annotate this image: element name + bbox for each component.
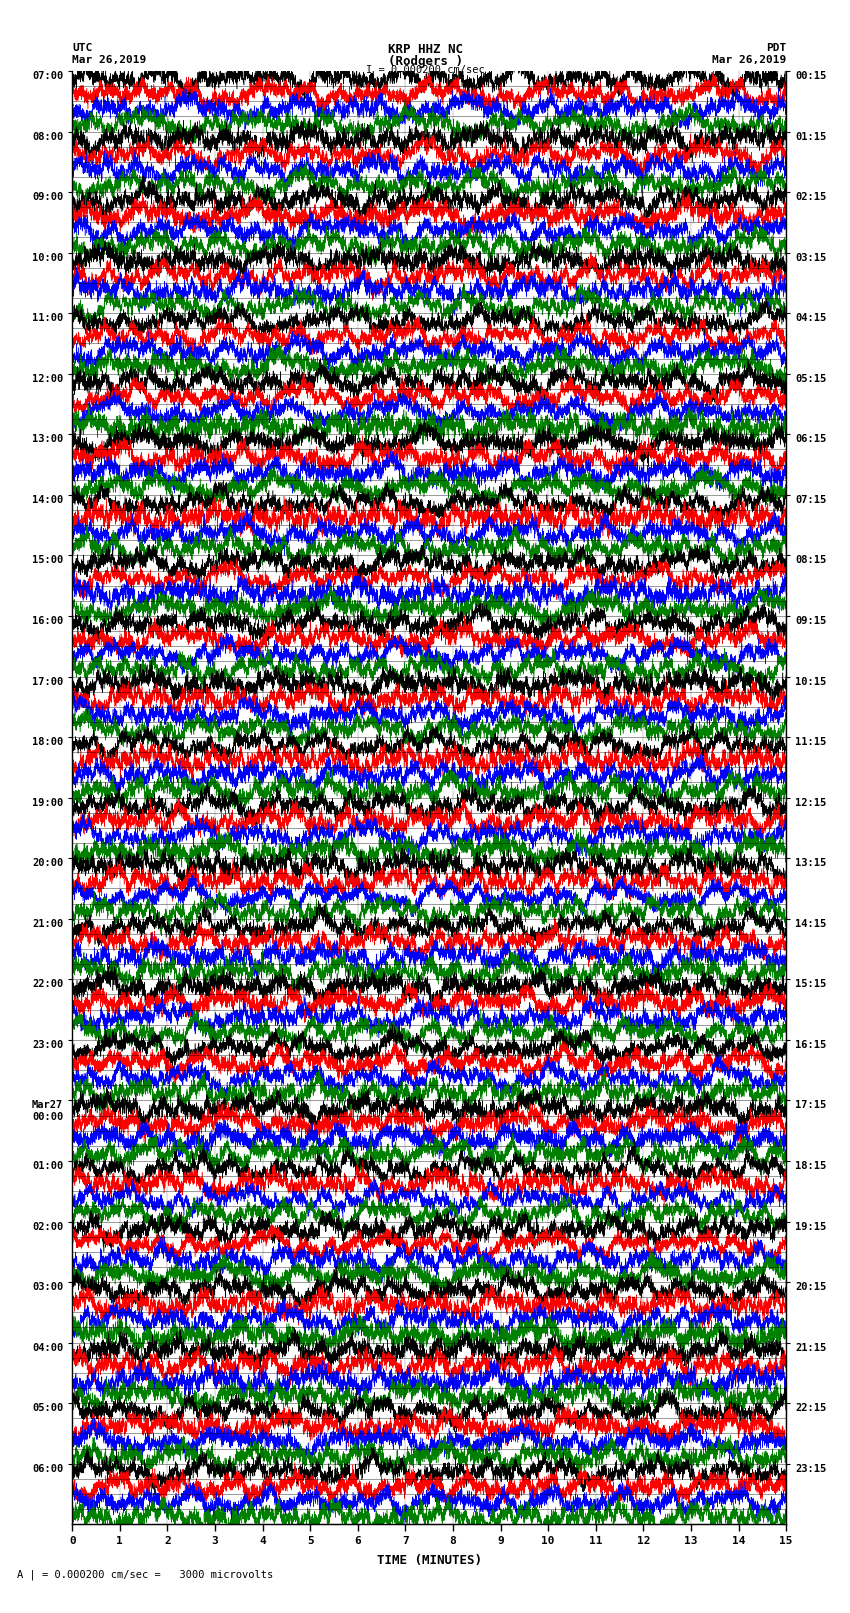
Text: Mar 26,2019: Mar 26,2019 <box>72 55 146 65</box>
Text: UTC: UTC <box>72 44 93 53</box>
X-axis label: TIME (MINUTES): TIME (MINUTES) <box>377 1555 482 1568</box>
Text: (Rodgers ): (Rodgers ) <box>388 55 462 68</box>
Text: Mar 26,2019: Mar 26,2019 <box>712 55 786 65</box>
Text: PDT: PDT <box>766 44 786 53</box>
Text: A | = 0.000200 cm/sec =   3000 microvolts: A | = 0.000200 cm/sec = 3000 microvolts <box>17 1569 273 1581</box>
Text: KRP HHZ NC: KRP HHZ NC <box>388 44 462 56</box>
Text: I = 0.000200 cm/sec: I = 0.000200 cm/sec <box>366 65 484 76</box>
